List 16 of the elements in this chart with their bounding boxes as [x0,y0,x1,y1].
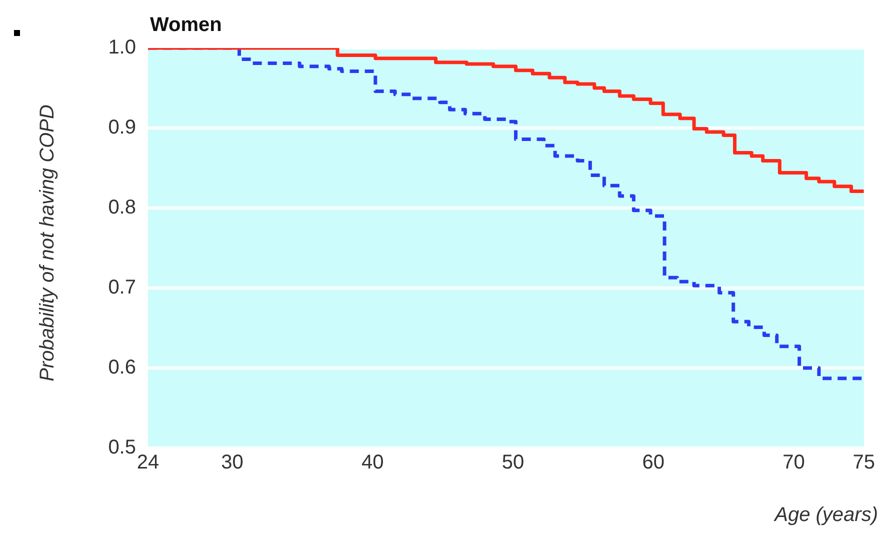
x-tick-label: 70 [782,452,805,474]
chart-title: Women [150,14,222,37]
x-axis-title: Age (years) [774,504,878,527]
y-tick-label: 1.0 [108,36,136,59]
x-tick-label: 24 [136,452,160,474]
x-tick-label: 60 [642,452,664,474]
x-tick-label: 40 [361,452,384,474]
y-tick-label: 0.8 [108,196,136,219]
x-tick-label: 30 [221,452,244,474]
y-axis-title: Probability of not having COPD [36,104,60,382]
y-tick-label: 0.5 [108,436,136,459]
y-tick-label: 0.7 [108,276,136,299]
y-tick-label: 0.9 [108,116,136,139]
y-tick-label: 0.6 [108,356,136,379]
x-tick-label: 75 [852,452,875,474]
x-tick-label: 50 [502,452,524,474]
